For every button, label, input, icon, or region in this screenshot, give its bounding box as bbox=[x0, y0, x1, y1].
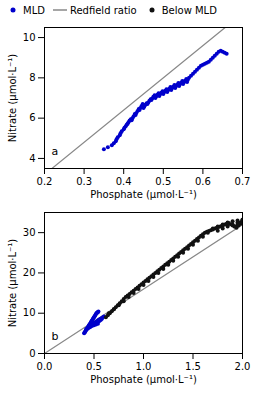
svg-text:b: b bbox=[52, 330, 59, 343]
svg-text:Phosphate (μmol·L⁻¹): Phosphate (μmol·L⁻¹) bbox=[90, 189, 197, 200]
svg-text:Nitrate (μmol·L⁻¹): Nitrate (μmol·L⁻¹) bbox=[7, 54, 18, 143]
svg-text:2.0: 2.0 bbox=[235, 361, 251, 372]
svg-text:30: 30 bbox=[23, 227, 36, 238]
svg-text:0.4: 0.4 bbox=[116, 176, 132, 187]
svg-text:1.5: 1.5 bbox=[185, 361, 201, 372]
svg-text:1.0: 1.0 bbox=[136, 361, 152, 372]
html-text:Redfield ratio: Redfield ratio bbox=[69, 4, 137, 16]
svg-text:4: 4 bbox=[29, 153, 35, 164]
svg-text:0.0: 0.0 bbox=[37, 361, 53, 372]
html-text:Below MLD: Below MLD bbox=[161, 4, 217, 16]
svg-text:10: 10 bbox=[23, 32, 36, 43]
svg-text:20: 20 bbox=[23, 267, 36, 278]
html-text:MLD: MLD bbox=[23, 4, 45, 16]
svg-text:10: 10 bbox=[23, 307, 36, 318]
svg-text:0.5: 0.5 bbox=[155, 176, 171, 187]
svg-text:8: 8 bbox=[29, 72, 35, 83]
svg-text:Nitrate (μmol·L⁻¹): Nitrate (μmol·L⁻¹) bbox=[7, 239, 18, 328]
svg-text:0.7: 0.7 bbox=[235, 176, 251, 187]
svg-text:0.6: 0.6 bbox=[195, 176, 211, 187]
svg-text:a: a bbox=[52, 145, 59, 158]
svg-text:0.3: 0.3 bbox=[76, 176, 92, 187]
svg-text:Phosphate (μmol·L⁻¹): Phosphate (μmol·L⁻¹) bbox=[90, 374, 197, 385]
svg-text:0: 0 bbox=[29, 348, 35, 359]
svg-text:0.2: 0.2 bbox=[37, 176, 53, 187]
svg-text:6: 6 bbox=[29, 112, 35, 123]
svg-text:0.5: 0.5 bbox=[86, 361, 102, 372]
